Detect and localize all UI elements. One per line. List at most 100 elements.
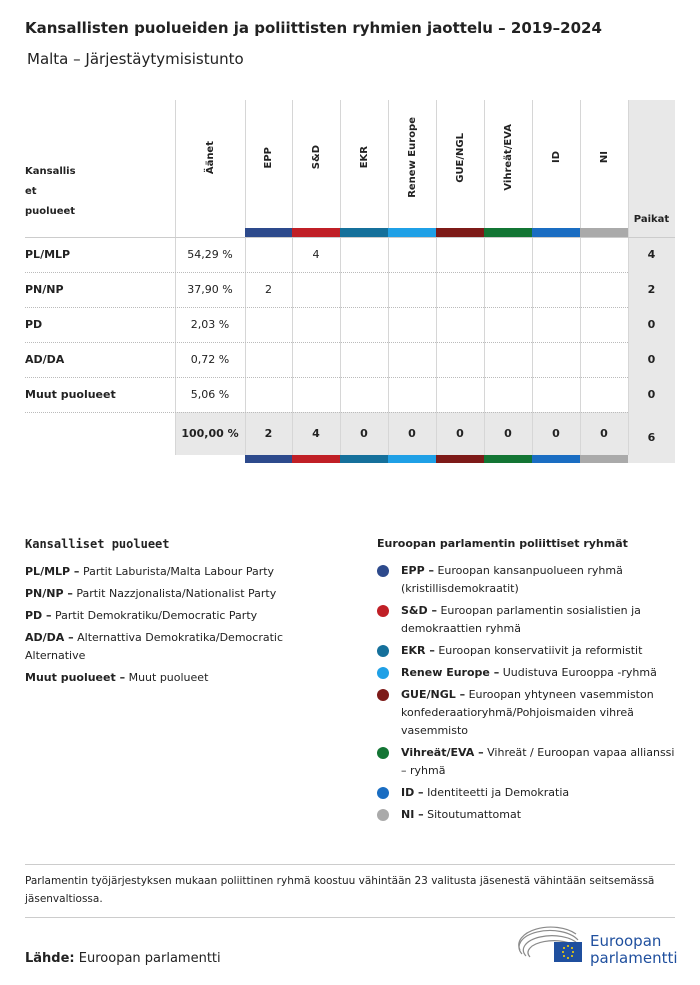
title: Kansallisten puolueiden ja poliittisten …	[25, 19, 602, 37]
party-header: Kansallis	[25, 166, 76, 177]
row-separator	[25, 307, 628, 308]
legend-dot	[377, 565, 389, 577]
legend-text: Vihreät / Euroopan vapaa allianssi – ryh…	[401, 746, 675, 777]
column-line	[436, 100, 437, 455]
legend-text: Euroopan konservatiivit ja reformistit	[438, 644, 643, 657]
party-name: PD	[25, 318, 43, 331]
legend-abbr: GUE/NGL –	[401, 688, 466, 701]
group-legend-item: S&D – Euroopan parlamentin sosialistien …	[401, 602, 676, 638]
group-color-bar	[340, 455, 388, 463]
group-color-bar	[436, 455, 484, 463]
group-color-bar	[388, 228, 436, 237]
subtitle: Malta – Järjestäytymisistunto	[27, 50, 244, 68]
party-header: et	[25, 186, 37, 197]
legend-text: Partit Laburista/Malta Labour Party	[82, 565, 275, 578]
group-legend-item: Renew Europe – Uudistuva Eurooppa -ryhmä	[401, 664, 676, 682]
row-separator	[25, 412, 628, 413]
national-legend-item: PL/MLP – Partit Laburista/Malta Labour P…	[25, 563, 300, 581]
legend-abbr: AD/DA –	[25, 631, 74, 644]
legend-abbr: Renew Europe –	[401, 666, 500, 679]
group-color-bar	[484, 455, 532, 463]
column-line	[340, 100, 341, 455]
legend-abbr: PL/MLP –	[25, 565, 80, 578]
column-line	[532, 100, 533, 455]
group-legend-item: NI – Sitoutumattomat	[401, 806, 676, 824]
group-legend-item: ID – Identiteetti ja Demokratia	[401, 784, 676, 802]
legend-dot	[377, 809, 389, 821]
legend-text: Sitoutumattomat	[427, 808, 522, 821]
column-line	[245, 100, 246, 455]
total-group-seats: 0	[360, 427, 368, 440]
group-header-box: Renew Europe	[388, 105, 436, 210]
group-color-bar	[245, 455, 292, 463]
legend-dot	[377, 689, 389, 701]
party-name: PL/MLP	[25, 248, 71, 261]
legend-abbr: PN/NP –	[25, 587, 73, 600]
group-header-box: S&D	[292, 105, 340, 210]
group-color-bar	[292, 228, 340, 237]
legend-text: Euroopan yhtyneen vasemmiston konfederaa…	[401, 688, 654, 737]
legend-abbr: NI –	[401, 808, 424, 821]
seats-cell: 0	[647, 318, 656, 331]
legend-text: Uudistuva Eurooppa -ryhmä	[502, 666, 657, 679]
legend-abbr: Vihreät/EVA –	[401, 746, 484, 759]
source: Lähde: Euroopan parlamentti	[25, 951, 221, 966]
group-header: NI	[598, 151, 610, 164]
group-seats-cell: 2	[265, 283, 272, 296]
votes-cell: 0,72 %	[190, 353, 230, 366]
group-header-box: NI	[580, 105, 628, 210]
legend-dot	[377, 605, 389, 617]
group-legend-item: EPP – Euroopan kansanpuolueen ryhmä (kri…	[401, 562, 676, 598]
row-separator	[25, 342, 628, 343]
group-color-bar	[580, 228, 628, 237]
total-group-seats: 2	[264, 427, 273, 440]
row-separator	[25, 272, 628, 273]
group-color-bar	[292, 455, 340, 463]
legend-abbr: EKR –	[401, 644, 435, 657]
legend-dot	[377, 787, 389, 799]
column-line	[292, 100, 293, 455]
group-header-box: ID	[532, 105, 580, 210]
logo-text: parlamentti	[590, 949, 678, 967]
seats-cell: 4	[647, 248, 656, 261]
legend-text: Identiteetti ja Demokratia	[427, 786, 570, 799]
legend-text: Alternattiva Demokratika/Democratic Alte…	[25, 631, 283, 662]
total-group-seats: 0	[600, 427, 608, 440]
legend-abbr: S&D –	[401, 604, 437, 617]
logo-mark	[518, 926, 582, 962]
votes-header: Äänet	[204, 140, 216, 175]
group-header: Vihreät/EVA	[502, 124, 514, 191]
seats-cell: 0	[647, 388, 656, 401]
votes-header-box: Äänet	[175, 105, 245, 210]
group-header: Renew Europe	[406, 117, 418, 198]
total-group-seats: 0	[408, 427, 416, 440]
total-group-seats: 0	[504, 427, 512, 440]
group-color-bar	[436, 228, 484, 237]
group-seats-cell: 4	[312, 248, 320, 261]
legend-text: Partit Nazzjonalista/Nationalist Party	[76, 587, 277, 600]
national-legend-title: Kansalliset puolueet	[25, 537, 170, 551]
group-color-bar	[532, 455, 580, 463]
group-color-bar	[484, 228, 532, 237]
group-color-bar	[580, 455, 628, 463]
total-group-seats: 0	[552, 427, 560, 440]
votes-cell: 2,03 %	[190, 318, 230, 331]
seats-header: Paikat	[633, 214, 670, 225]
note: Parlamentin työjärjestyksen mukaan polii…	[25, 875, 655, 905]
group-header-box: GUE/NGL	[436, 105, 484, 210]
group-header: S&D	[310, 145, 322, 170]
total-votes: 100,00 %	[181, 427, 239, 440]
column-line	[484, 100, 485, 455]
legend-abbr: Muut puolueet –	[25, 671, 126, 684]
group-legend-item: Vihreät/EVA – Vihreät / Euroopan vapaa a…	[401, 744, 676, 780]
legend-abbr: PD –	[25, 609, 52, 622]
source-label: Lähde:	[25, 951, 75, 966]
votes-cell: 5,06 %	[190, 388, 230, 401]
group-legend-item: GUE/NGL – Euroopan yhtyneen vasemmiston …	[401, 686, 676, 740]
column-line	[175, 100, 176, 455]
column-line	[388, 100, 389, 455]
legend-abbr: EPP –	[401, 564, 434, 577]
group-color-bar	[245, 228, 292, 237]
column-line	[628, 100, 629, 455]
